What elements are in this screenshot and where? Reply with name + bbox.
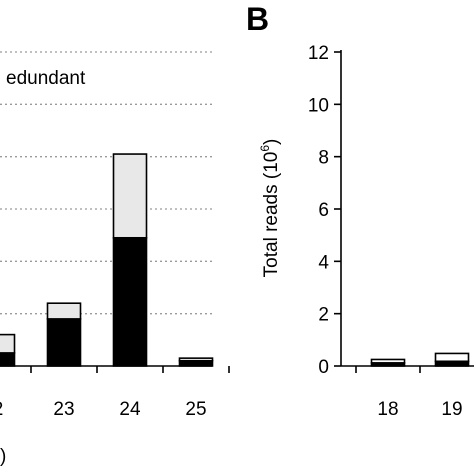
panel-a-x-tick-label-24: 24	[119, 399, 141, 420]
panel-b-y-tick-label-10: 10	[308, 95, 329, 116]
panel-b-bar-18-segment-1	[370, 358, 406, 364]
panel-a-bar-2-segment-0	[0, 352, 16, 367]
panel-b-bar-19-segment-1	[434, 352, 470, 363]
panel-b-x-tick-label-18: 18	[377, 399, 398, 420]
panel-b-y-ticks	[334, 51, 341, 367]
panel-a-x-tick-label-25: 25	[185, 399, 206, 420]
panel-a-x-axis-label-fragment: )	[0, 446, 6, 467]
panel-b-y-tick-labels: 0 2 4 6 8 10 12	[308, 43, 330, 378]
panel-a-bar-23-segment-0	[46, 318, 82, 367]
panel-a-bar-24-segment-1	[112, 153, 148, 239]
panel-b-y-tick-label-8: 8	[318, 148, 329, 169]
panel-b-bars	[370, 352, 470, 367]
panel-b-y-axis-label-superscript: 6	[258, 145, 272, 152]
panel-a: 2 23 24 25 edundant )	[0, 51, 230, 467]
panel-b-y-axis-label-main: Total reads (10	[261, 152, 282, 278]
panel-a-x-tick-labels: 2 23 24 25	[0, 399, 207, 420]
panel-a-x-tick-label-23: 23	[53, 399, 74, 420]
panel-b-y-tick-label-2: 2	[318, 305, 329, 326]
panel-a-x-ticks	[30, 366, 230, 373]
panel-a-x-tick-label-2: 2	[0, 399, 3, 420]
panel-b-label: B	[246, 1, 269, 37]
panel-a-bar-24-segment-0	[112, 236, 148, 367]
panel-b-x-tick-labels: 18 19	[377, 399, 462, 420]
panel-b-x-ticks	[355, 366, 421, 373]
panel-a-bar-25-segment-1	[178, 357, 214, 362]
panel-a-bar-2-segment-1	[0, 333, 16, 354]
panel-b-y-axis-label: Total reads (106)	[258, 139, 282, 278]
panel-b-x-tick-label-19: 19	[441, 399, 462, 420]
panel-a-gridlines	[0, 51, 212, 315]
panel-b-y-tick-label-6: 6	[318, 200, 329, 221]
panel-a-legend-text: edundant	[6, 68, 86, 89]
panel-b-y-tick-label-12: 12	[308, 43, 329, 64]
panel-b-y-axis-label-close: )	[261, 139, 282, 145]
panel-a-bar-23-segment-1	[46, 302, 82, 320]
panel-b-y-tick-label-0: 0	[318, 357, 329, 378]
panel-a-bars	[0, 153, 214, 367]
panel-b-y-tick-label-4: 4	[318, 252, 329, 273]
